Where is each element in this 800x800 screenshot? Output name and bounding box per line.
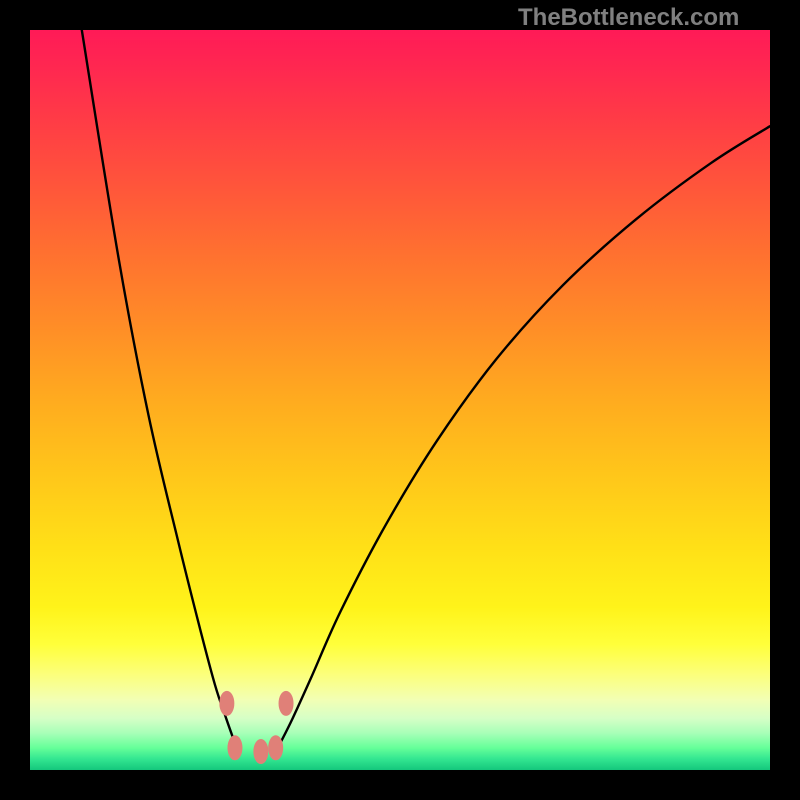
watermark-text: TheBottleneck.com: [518, 4, 739, 32]
gradient-background: [30, 30, 770, 770]
datapoint-marker: [228, 736, 242, 760]
datapoint-marker: [279, 691, 293, 715]
datapoint-marker: [220, 691, 234, 715]
datapoint-marker: [269, 736, 283, 760]
chart-container: TheBottleneck.com: [0, 0, 800, 800]
plot-area: [30, 30, 770, 770]
plot-svg: [30, 30, 770, 770]
datapoint-marker: [254, 740, 268, 764]
